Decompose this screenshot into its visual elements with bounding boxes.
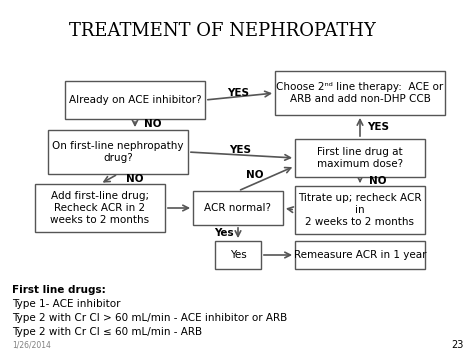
Text: NO: NO [369,176,387,186]
Text: Remeasure ACR in 1 year: Remeasure ACR in 1 year [294,250,426,260]
Text: Already on ACE inhibitor?: Already on ACE inhibitor? [69,95,201,105]
Text: First line drugs:: First line drugs: [12,285,106,295]
Text: YES: YES [229,145,251,155]
Text: TREATMENT OF NEPHROPATHY: TREATMENT OF NEPHROPATHY [69,22,376,40]
Text: Add first-line drug;
Recheck ACR in 2
weeks to 2 months: Add first-line drug; Recheck ACR in 2 we… [50,191,150,225]
Text: Type 2 with Cr Cl > 60 mL/min - ACE inhibitor or ARB: Type 2 with Cr Cl > 60 mL/min - ACE inhi… [12,313,287,323]
Text: Yes: Yes [229,250,246,260]
Bar [193,191,283,225]
Bar [295,139,425,177]
Text: NO: NO [246,170,264,180]
Text: Yes: Yes [214,228,234,238]
Text: NO: NO [126,174,144,184]
Text: Type 2 with Cr Cl ≤ 60 mL/min - ARB: Type 2 with Cr Cl ≤ 60 mL/min - ARB [12,327,202,337]
Text: Titrate up; recheck ACR
in
2 weeks to 2 months: Titrate up; recheck ACR in 2 weeks to 2 … [298,193,422,226]
Text: ACR normal?: ACR normal? [204,203,272,213]
Text: YES: YES [367,122,389,132]
Bar [215,241,261,269]
Text: NO: NO [144,119,162,129]
Bar [295,186,425,234]
Bar [275,71,445,115]
Text: First line drug at
maximum dose?: First line drug at maximum dose? [317,147,403,169]
Text: 1/26/2014: 1/26/2014 [12,340,51,350]
Bar [48,130,188,174]
Bar [65,81,205,119]
Bar [35,184,165,232]
Text: Choose 2ⁿᵈ line therapy:  ACE or
ARB and add non-DHP CCB: Choose 2ⁿᵈ line therapy: ACE or ARB and … [276,82,444,104]
Text: YES: YES [227,88,249,98]
Text: Type 1- ACE inhibitor: Type 1- ACE inhibitor [12,299,120,309]
Text: 23: 23 [452,340,464,350]
Text: On first-line nephropathy
drug?: On first-line nephropathy drug? [52,141,184,163]
Bar [295,241,425,269]
